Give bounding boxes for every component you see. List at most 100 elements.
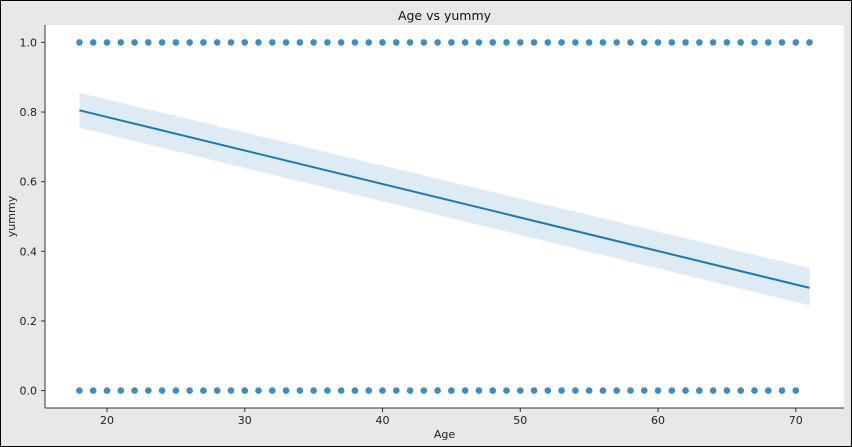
y-tick-label: 0.4: [20, 245, 38, 258]
scatter-point: [599, 39, 607, 46]
scatter-point: [764, 387, 772, 394]
scatter-point: [709, 387, 717, 394]
scatter-point: [213, 387, 221, 394]
scatter-point: [186, 387, 193, 394]
scatter-point: [145, 387, 152, 394]
scatter-point: [213, 39, 221, 46]
scatter-point: [172, 39, 180, 46]
scatter-point: [516, 387, 524, 394]
x-tick-label: 70: [789, 414, 803, 427]
scatter-point: [200, 39, 207, 46]
scatter-point: [709, 39, 717, 46]
scatter-point: [792, 387, 800, 394]
scatter-point: [489, 39, 497, 46]
scatter-point: [585, 387, 593, 394]
scatter-point: [310, 387, 317, 394]
scatter-point: [227, 387, 235, 394]
y-ticks: 0.0 0.2 0.4 0.6 0.8 1.0: [20, 36, 45, 398]
scatter-point: [420, 39, 428, 46]
scatter-point: [668, 39, 676, 46]
scatter-point: [392, 39, 400, 46]
x-ticks: 20 30 40 50 60 70: [100, 408, 803, 427]
scatter-point: [227, 39, 235, 46]
scatter-point: [448, 387, 455, 394]
scatter-point: [585, 39, 593, 46]
x-tick-label: 30: [238, 414, 252, 427]
scatter-point: [530, 387, 538, 394]
scatter-point: [489, 387, 497, 394]
scatter-point: [282, 387, 290, 394]
scatter-point: [255, 387, 262, 394]
scatter-point: [613, 387, 620, 394]
scatter-point: [76, 39, 83, 46]
scatter-point: [475, 387, 483, 394]
scatter-point: [117, 387, 125, 394]
chart-title: Age vs yummy: [398, 8, 492, 23]
scatter-point: [337, 39, 345, 46]
plot-area: [45, 25, 844, 408]
scatter-point: [682, 39, 689, 46]
y-tick-label: 0.6: [20, 176, 38, 189]
scatter-point: [778, 39, 786, 46]
scatter-point: [324, 39, 331, 46]
scatter-point: [599, 387, 607, 394]
scatter-point: [255, 39, 262, 46]
scatter-point: [448, 39, 455, 46]
scatter-point: [145, 39, 152, 46]
scatter-point: [76, 387, 83, 394]
regression-line-layer: [79, 109, 810, 289]
scatter-point: [379, 387, 386, 394]
scatter-point: [640, 39, 648, 46]
regression-line: [79, 109, 810, 289]
scatter-point: [544, 39, 552, 46]
scatter-point: [503, 387, 510, 394]
scatter-point: [627, 39, 634, 46]
scatter-point: [696, 39, 703, 46]
scatter-point: [365, 387, 373, 394]
scatter-point: [131, 387, 138, 394]
scatter-point: [200, 387, 207, 394]
x-tick-label: 50: [513, 414, 527, 427]
scatter-point: [89, 387, 97, 394]
scatter-point: [461, 387, 469, 394]
scatter-point: [434, 387, 441, 394]
scatter-point: [89, 39, 97, 46]
scatter-point: [241, 387, 249, 394]
scatter-point: [516, 39, 524, 46]
scatter-point: [723, 387, 731, 394]
scatter-point: [737, 39, 744, 46]
scatter-point: [654, 39, 662, 46]
scatter-point: [310, 39, 317, 46]
scatter-point: [420, 387, 428, 394]
y-tick-label: 0.8: [20, 106, 38, 119]
scatter-point: [764, 39, 772, 46]
scatter-point: [640, 387, 648, 394]
scatter-point: [186, 39, 193, 46]
scatter-point: [406, 387, 414, 394]
scatter-point: [269, 387, 276, 394]
scatter-point: [572, 387, 579, 394]
scatter-point: [792, 39, 800, 46]
axes: [44, 25, 844, 409]
scatter-point: [103, 39, 111, 46]
x-tick-label: 40: [376, 414, 390, 427]
scatter-point: [392, 387, 400, 394]
scatter-point: [723, 39, 731, 46]
scatter-point: [296, 39, 304, 46]
scatter-point: [751, 387, 758, 394]
scatter-point: [296, 387, 304, 394]
scatter-point: [682, 387, 689, 394]
scatter-point: [337, 387, 345, 394]
scatter-point: [379, 39, 386, 46]
scatter-point: [269, 39, 276, 46]
scatter-point: [627, 387, 634, 394]
scatter-point: [282, 39, 290, 46]
scatter-point: [806, 39, 813, 46]
scatter-point: [158, 387, 166, 394]
scatter-point: [503, 39, 510, 46]
scatter-point: [558, 39, 565, 46]
scatter-point: [434, 39, 441, 46]
x-tick-label: 60: [651, 414, 665, 427]
